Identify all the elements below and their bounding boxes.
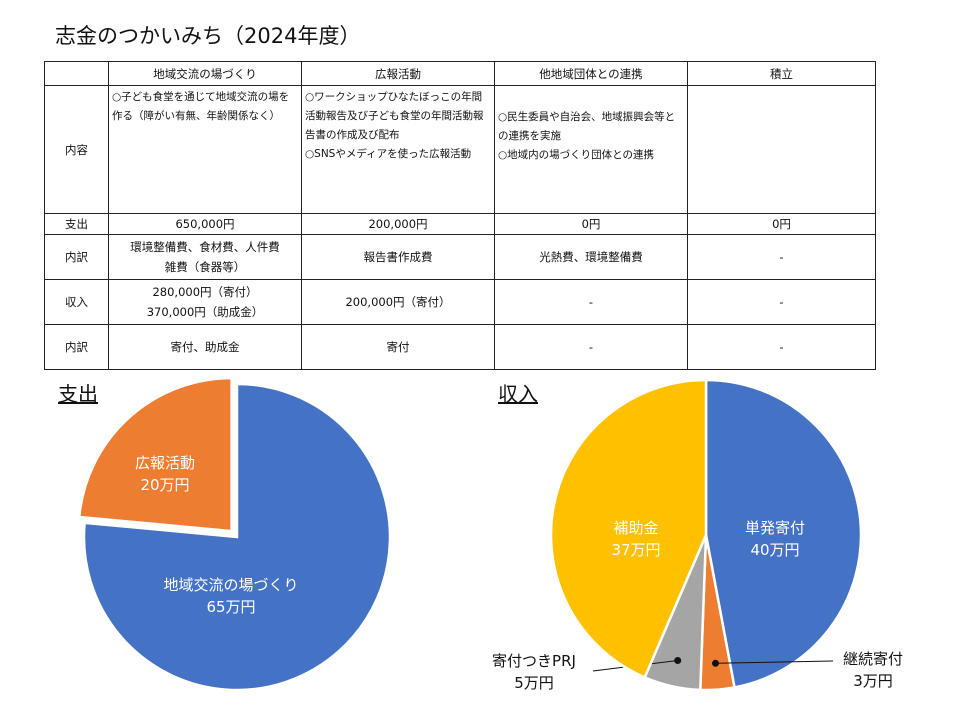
table-cell: 0円 (494, 213, 688, 235)
budget-table: 地域交流の場づくり 広報活動 他地域団体との連携 積立 内容 ○子ども食堂を通じ… (44, 61, 876, 370)
slice-value-label: 3万円 (853, 672, 893, 690)
table-cell: 200,000円 (301, 213, 495, 235)
income-chart-title: 収入 (498, 382, 538, 406)
slice-value-label: 65万円 (206, 598, 255, 616)
slice-label: 単発寄付 (745, 519, 805, 537)
table-cell (687, 85, 876, 214)
table-row-content: 内容 ○子ども食堂を通じて地域交流の場を作る（障がい有無、年齢関係なく） ○ワー… (44, 85, 876, 214)
table-cell: ○ワークショップひなたぼっこの年間活動報告及び子ども食堂の年間活動報告書の作成及… (301, 85, 495, 214)
table-cell: ○民生委員や自治会、地域振興会等との連携を実施 ○地域内の場づくり団体との連携 (494, 85, 688, 214)
table-cell: 280,000円（寄付） 370,000円（助成金） (108, 279, 302, 325)
slice-value-label: 37万円 (611, 541, 660, 559)
table-cell: 200,000円（寄付） (301, 279, 495, 325)
cell-line: 環境整備費、食材費、人件費 (130, 240, 280, 254)
slice-label: 寄付つきPRJ (492, 652, 576, 670)
page-title: 志金のつかいみち（2024年度） (55, 24, 361, 48)
table-header-row: 地域交流の場づくり 広報活動 他地域団体との連携 積立 (44, 61, 876, 86)
table-header-cell (44, 61, 109, 86)
table-row-expense-detail: 内訳 環境整備費、食材費、人件費 雑費（食器等） 報告書作成費 光熱費、環境整備… (44, 234, 876, 280)
table-row-income: 収入 280,000円（寄付） 370,000円（助成金） 200,000円（寄… (44, 279, 876, 325)
table-cell: 環境整備費、食材費、人件費 雑費（食器等） (108, 234, 302, 280)
table-row-expense: 支出 650,000円 200,000円 0円 0円 (44, 213, 876, 235)
table-cell: 光熱費、環境整備費 (494, 234, 688, 280)
table-cell: 寄付、助成金 (108, 324, 302, 370)
table-cell: 650,000円 (108, 213, 302, 235)
table-cell: - (687, 324, 876, 370)
table-header-cell: 広報活動 (301, 61, 495, 86)
cell-line: 370,000円（助成金） (146, 305, 264, 319)
leader-line (715, 660, 834, 664)
table-cell: 報告書作成費 (301, 234, 495, 280)
table-cell: - (494, 324, 688, 370)
table-cell: ○子ども食堂を通じて地域交流の場を作る（障がい有無、年齢関係なく） (108, 85, 302, 214)
pie-slice-1 (77, 376, 233, 533)
slice-label: 補助金 (613, 519, 658, 537)
slice-value-label: 40万円 (750, 541, 799, 559)
table-header-cell: 地域交流の場づくり (108, 61, 302, 86)
slice-value-label: 5万円 (514, 674, 554, 692)
table-cell: - (687, 234, 876, 280)
pie-slice-3 (549, 378, 708, 680)
slice-label: 地域交流の場づくり (163, 576, 298, 594)
pie-slice-0 (82, 382, 392, 692)
expense-pie-chart: 地域交流の場づくり 65万円 広報活動 20万円 (77, 376, 392, 692)
slice-label: 継続寄付 (843, 650, 903, 668)
row-label: 支出 (44, 213, 109, 235)
table-cell: - (494, 279, 688, 325)
row-label: 収入 (44, 279, 109, 325)
expense-chart-title: 支出 (58, 382, 98, 406)
pie-slice-0 (704, 378, 863, 689)
row-label: 内訳 (44, 234, 109, 280)
table-header-cell: 他地域団体との連携 (494, 61, 688, 86)
cell-line: 280,000円（寄付） (152, 285, 258, 299)
row-label: 内訳 (44, 324, 109, 370)
row-label: 内容 (44, 85, 109, 214)
slice-value-label: 20万円 (140, 476, 189, 494)
table-header-cell: 積立 (687, 61, 876, 86)
slice-label: 広報活動 (135, 454, 195, 472)
table-row-income-detail: 内訳 寄付、助成金 寄付 - - (44, 324, 876, 370)
table-cell: 0円 (687, 213, 876, 235)
table-cell: - (687, 279, 876, 325)
cell-line: 雑費（食器等） (164, 260, 246, 274)
